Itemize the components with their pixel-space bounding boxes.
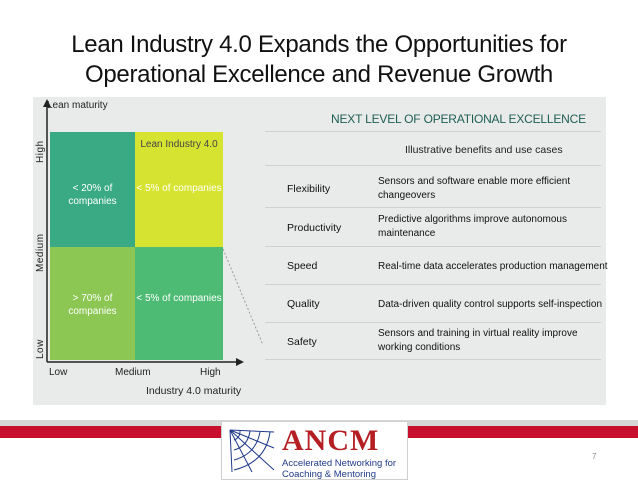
cell-top-left-text: < 20% of companies	[68, 183, 117, 207]
x-level-medium: Medium	[115, 367, 151, 378]
row-label-safety: Safety	[287, 336, 317, 347]
cell-bottom-left: > 70% of companies	[50, 247, 135, 360]
row-desc-quality: Data-driven quality control supports sel…	[378, 299, 602, 310]
content-panel: Lean maturity High Medium Low < 20% of c…	[33, 97, 608, 405]
spiderweb-icon	[229, 429, 275, 473]
cell-bottom-right: < 5% of companies	[135, 247, 223, 360]
title-line-1: Lean Industry 4.0 Expands the Opportunit…	[71, 31, 567, 58]
logo-name: ANCM	[282, 424, 380, 457]
cell-bottom-right-text: < 5% of companies	[136, 293, 222, 304]
page-number: 7	[592, 452, 597, 461]
row-label-productivity: Productivity	[287, 222, 342, 234]
row-divider	[265, 165, 601, 166]
y-axis-title: Lean maturity	[47, 100, 108, 111]
logo-subtitle-2: Coaching & Mentoring	[282, 469, 376, 480]
row-divider	[265, 359, 601, 360]
row-divider	[265, 131, 601, 132]
row-desc-safety: Sensors and training in virtual reality …	[378, 328, 578, 353]
row-divider	[265, 246, 601, 247]
row-label-quality: Quality	[287, 298, 320, 310]
y-level-medium: Medium	[35, 233, 46, 272]
row-desc-flexibility: Sensors and software enable more efficie…	[378, 176, 571, 201]
row-divider	[265, 322, 601, 323]
cell-bottom-left-text: > 70% of companies	[68, 293, 117, 317]
row-divider	[265, 207, 601, 208]
right-subtitle: Illustrative benefits and use cases	[405, 144, 563, 156]
lean-industry-label: Lean Industry 4.0	[140, 139, 218, 150]
slide-title: Lean Industry 4.0 Expands the Opportunit…	[0, 30, 638, 90]
right-title: NEXT LEVEL OF OPERATIONAL EXCELLENCE	[331, 112, 586, 126]
x-level-low: Low	[49, 367, 68, 378]
y-level-low: Low	[35, 339, 46, 359]
cell-top-right-text: < 5% of companies	[136, 183, 222, 194]
y-axis-arrow	[43, 99, 51, 107]
x-axis-arrow	[236, 358, 244, 366]
matrix-axes	[43, 99, 264, 366]
y-level-high: High	[35, 140, 46, 163]
row-label-speed: Speed	[287, 260, 318, 272]
row-label-flexibility: Flexibility	[287, 183, 331, 195]
row-desc-productivity: Predictive algorithms improve autonomous…	[378, 214, 567, 239]
cell-top-right: Lean Industry 4.0 < 5% of companies	[135, 132, 223, 247]
x-level-high: High	[200, 367, 221, 378]
connector-line-1	[222, 248, 264, 346]
logo-subtitle-1: Accelerated Networking for	[282, 458, 397, 469]
row-divider	[265, 284, 601, 285]
row-desc-speed: Real-time data accelerates production ma…	[378, 261, 608, 272]
ancm-logo: ANCM Accelerated Networking for Coaching…	[221, 421, 408, 480]
x-axis-title: Industry 4.0 maturity	[146, 385, 242, 397]
title-line-2: Operational Excellence and Revenue Growt…	[85, 61, 553, 88]
cell-top-left: < 20% of companies	[50, 132, 135, 247]
